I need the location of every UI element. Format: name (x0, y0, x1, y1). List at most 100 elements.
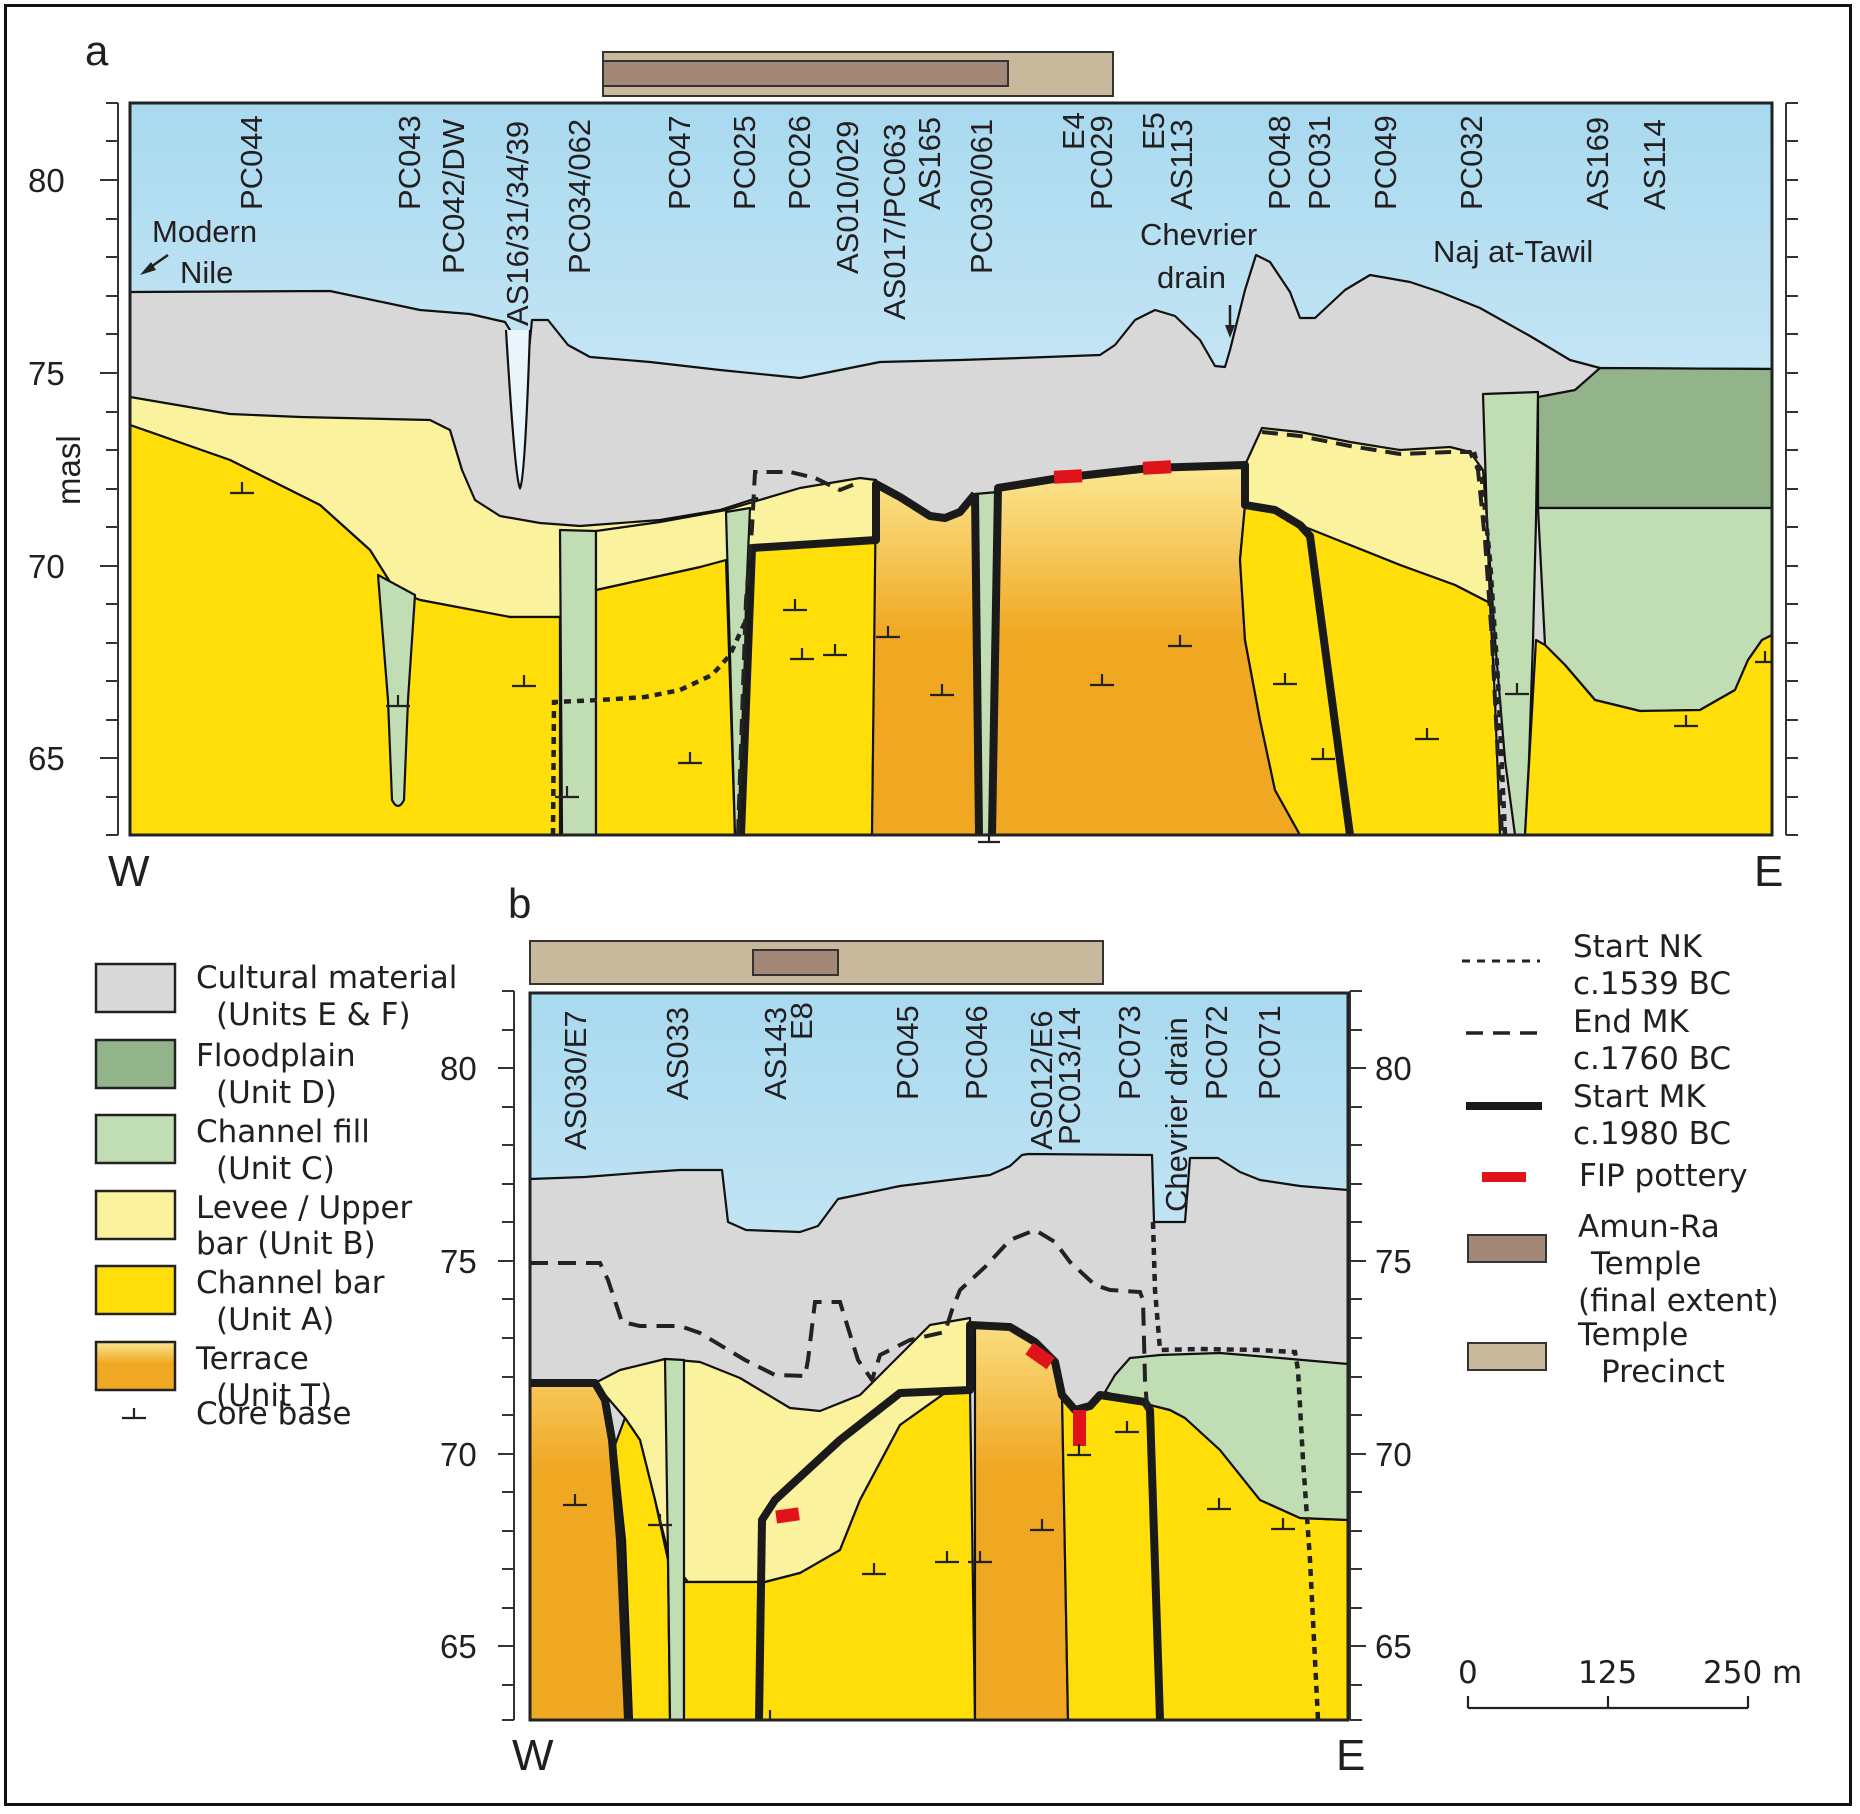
b-start-nk-lines (1150, 1221, 1321, 1720)
a-core-base-bottom (978, 832, 1000, 844)
a-core-label: E5 (1136, 112, 1171, 150)
b-fip-pottery-2 (1025, 1342, 1055, 1370)
legend-text: Cultural material (196, 960, 457, 996)
legend-text: Levee / Upper (196, 1190, 413, 1226)
a-channel-fill-pc043 (376, 573, 417, 808)
scale-label: 250 m (1703, 1655, 1802, 1691)
a-fip-pottery-2 (1142, 460, 1172, 475)
panel-b-left-axis (498, 990, 515, 1721)
legend-text: (final extent) (1578, 1283, 1779, 1319)
a-west-label: W (108, 847, 150, 896)
panel-a-right-axis (1785, 102, 1798, 836)
legend-text: Core base (196, 1396, 352, 1432)
a-core-label: PC025 (727, 115, 762, 210)
legend-text: (Unit C) (216, 1151, 335, 1187)
swatch-channel-bar (94, 1264, 177, 1316)
b-core-label: AS030/E7 (558, 1010, 593, 1150)
swatch-temple (1467, 1234, 1547, 1263)
legend-text: Floodplain (196, 1038, 356, 1074)
legend-amun-ra-temple: Amun-Ra Temple (final extent) (1467, 1209, 1779, 1319)
a-core-label: PC044 (234, 115, 269, 210)
b-start-mk-lines (530, 1321, 1164, 1720)
a-core-label: E4 (1056, 112, 1091, 150)
red-bar-icon (1482, 1172, 1526, 1182)
naj-at-tawil-label: Naj at-Tawil (1433, 234, 1593, 269)
legend-levee: Levee / Upper bar (Unit B) (94, 1189, 413, 1262)
panel-b-right-axis (1349, 990, 1366, 1721)
legend-cultural-material: Cultural material (Units E & F) (94, 960, 457, 1033)
a-core-label: PC049 (1368, 115, 1403, 210)
b-tick-80-right: 80 (1375, 1050, 1412, 1087)
b-channel-fill-as033 (663, 1357, 686, 1720)
legend-text: c.1760 BC (1573, 1041, 1731, 1077)
b-east-label: E (1336, 1731, 1365, 1780)
b-tick-75-left: 75 (440, 1243, 477, 1280)
a-borehole-as16 (504, 329, 532, 491)
scale-label: 125 (1578, 1655, 1637, 1691)
b-channel-fill-east (1103, 1351, 1348, 1522)
legend-fip-pottery: FIP pottery (1482, 1158, 1748, 1194)
b-west-label: W (512, 1731, 554, 1780)
b-tick-70-left: 70 (440, 1436, 477, 1473)
chevrier-drain-label-1: Chevrier (1140, 217, 1257, 252)
panel-b: b 80 75 70 (440, 880, 1412, 1780)
a-core-label: PC042/DW (436, 118, 471, 274)
legend-text: (Unit A) (216, 1302, 334, 1338)
a-core-label: AS017/PC063 (877, 124, 912, 320)
b-core-base-markers (563, 1421, 1295, 1720)
a-core-label: AS114 (1637, 119, 1672, 210)
panel-a: a 80 75 7 (28, 27, 1798, 896)
legend-floodplain: Floodplain (Unit D) (94, 1038, 356, 1111)
legend-channel-fill: Channel fill (Unit C) (94, 1113, 370, 1187)
modern-nile-label-2: Nile (180, 255, 233, 290)
a-tick-75: 75 (28, 355, 65, 392)
b-fip-pottery-3 (1073, 1410, 1086, 1446)
legend-text: Terrace (195, 1341, 309, 1377)
b-tick-75-right: 75 (1375, 1243, 1412, 1280)
a-core-label: PC029 (1084, 115, 1119, 210)
panel-a-border (128, 101, 1774, 837)
chevrier-drain-label-2: drain (1157, 260, 1226, 295)
b-amun-ra-temple-bar (752, 949, 839, 976)
b-tick-65-left: 65 (440, 1628, 477, 1665)
a-start-nk-lines (550, 451, 1508, 835)
a-core-label: AS169 (1580, 117, 1615, 210)
scale-label: 0 (1458, 1655, 1478, 1691)
legend-text: Amun-Ra (1578, 1209, 1720, 1245)
scale-bar: 0 125 250 m (1458, 1655, 1802, 1710)
line-legend: Start NK c.1539 BC End MK c.1760 BC Star… (1458, 929, 1802, 1710)
a-terrace-as165 (870, 482, 980, 835)
a-core-label: AS113 (1164, 119, 1199, 210)
legend-text: Temple (1590, 1246, 1701, 1282)
panel-a-left-axis (100, 102, 119, 836)
legend-text: Start NK (1573, 929, 1703, 965)
panel-a-label: a (85, 27, 109, 74)
legend-terrace: Terrace (Unit T) (94, 1340, 332, 1414)
legend-text: c.1539 BC (1573, 966, 1731, 1002)
a-start-mk-lines (737, 461, 1354, 835)
legend-temple-precinct: Temple Precinct (1467, 1317, 1725, 1390)
modern-nile-arrow-icon (140, 253, 169, 275)
b-core-label: PC072 (1199, 1005, 1234, 1100)
a-east-label: E (1754, 847, 1783, 896)
a-core-label: AS16/31/34/39 (500, 121, 535, 326)
legend-core-base: Core base (122, 1396, 352, 1432)
a-core-label: PC043 (392, 115, 427, 210)
b-core-label: Chevrier drain (1159, 1017, 1194, 1212)
b-fip-pottery-1 (775, 1507, 800, 1524)
b-core-label: PC013/14 (1052, 1007, 1087, 1145)
swatch-precinct (1467, 1342, 1547, 1371)
a-tick-80: 80 (28, 162, 65, 199)
amun-ra-temple-bar (602, 60, 1009, 87)
legend-text: (Units E & F) (216, 997, 411, 1033)
a-tick-65: 65 (28, 740, 65, 777)
legend-start-nk: Start NK c.1539 BC (1462, 929, 1731, 1002)
panel-b-border (528, 991, 1350, 1722)
unit-legend: Cultural material (Units E & F) Floodpla… (94, 960, 457, 1432)
b-tick-65-right: 65 (1375, 1628, 1412, 1665)
b-core-label: AS012/E6 (1024, 1010, 1059, 1150)
a-core-label: PC032 (1454, 115, 1489, 210)
a-core-label: AS010/029 (830, 121, 865, 274)
b-tick-80-left: 80 (440, 1050, 477, 1087)
